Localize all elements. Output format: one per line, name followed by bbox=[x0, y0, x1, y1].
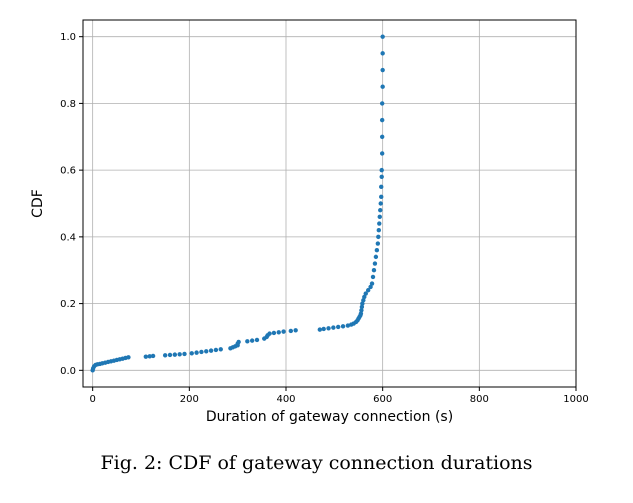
cdf-point bbox=[172, 352, 178, 357]
cdf-point bbox=[218, 347, 223, 352]
cdf-point bbox=[379, 194, 384, 200]
cdf-point bbox=[379, 184, 384, 190]
cdf-point bbox=[365, 288, 371, 293]
cdf-point bbox=[362, 294, 367, 300]
cdf-point bbox=[377, 214, 382, 220]
cdf-point bbox=[126, 355, 131, 360]
cdf-point bbox=[143, 354, 149, 359]
axis-ticks: 0 200 400 600 800 1000 0.0 0.2 0.4 0.6 0.8 1.0 bbox=[60, 32, 589, 405]
cdf-point bbox=[379, 117, 385, 123]
cdf-point bbox=[358, 311, 364, 316]
cdf-point bbox=[380, 51, 385, 56]
x-tick-label: 800 bbox=[470, 394, 489, 405]
plot-frame bbox=[82, 19, 577, 388]
cdf-point bbox=[167, 352, 173, 358]
cdf-point bbox=[336, 324, 341, 330]
cdf-point bbox=[317, 327, 323, 332]
cdf-point bbox=[321, 326, 326, 332]
y-tick-label: 0.2 bbox=[60, 299, 76, 310]
cdf-point bbox=[271, 330, 277, 336]
y-tick-label: 0.4 bbox=[60, 232, 76, 243]
cdf-point bbox=[370, 274, 376, 280]
cdf-point bbox=[379, 101, 385, 106]
cdf-point bbox=[380, 84, 385, 89]
x-tick-label: 0 bbox=[89, 394, 95, 405]
cdf-point bbox=[326, 326, 331, 331]
cdf-point bbox=[267, 331, 272, 336]
cdf-point bbox=[194, 350, 199, 355]
cdf-point bbox=[375, 241, 381, 246]
cdf-point bbox=[359, 304, 365, 310]
cdf-point bbox=[360, 301, 365, 306]
y-tick-label: 0.6 bbox=[60, 166, 76, 177]
cdf-point bbox=[177, 352, 182, 357]
cdf-point bbox=[293, 328, 298, 333]
cdf-point bbox=[276, 330, 281, 335]
cdf-point bbox=[245, 339, 250, 344]
cdf-point bbox=[331, 325, 336, 330]
cdf-chart: 0 200 400 600 800 1000 0.0 0.2 0.4 0.6 0.8 1.0 Dura… bbox=[30, 19, 589, 425]
y-axis-label: CDF bbox=[30, 189, 46, 218]
y-tick-label: 0.0 bbox=[60, 366, 76, 377]
cdf-point bbox=[368, 284, 373, 290]
cdf-point bbox=[374, 248, 380, 253]
cdf-point bbox=[359, 308, 364, 313]
cdf-point bbox=[376, 227, 381, 233]
cdf-point bbox=[249, 338, 255, 343]
cdf-point bbox=[380, 67, 385, 73]
x-tick-label: 400 bbox=[276, 394, 295, 405]
grid-lines bbox=[83, 20, 577, 387]
cdf-point bbox=[377, 221, 382, 226]
cdf-point bbox=[369, 281, 375, 286]
cdf-point bbox=[199, 349, 204, 355]
cdf-point bbox=[340, 324, 346, 329]
cdf-point bbox=[372, 261, 378, 266]
cdf-point bbox=[378, 201, 383, 206]
x-tick-label: 200 bbox=[180, 394, 199, 405]
cdf-point bbox=[363, 291, 368, 296]
cdf-point bbox=[379, 174, 384, 180]
cdf-point bbox=[380, 34, 385, 39]
cdf-point bbox=[204, 349, 209, 354]
cdf-point bbox=[361, 298, 366, 303]
cdf-point bbox=[208, 348, 214, 353]
cdf-point bbox=[371, 268, 377, 273]
figure-caption: Fig. 2: CDF of gateway connection durati… bbox=[100, 452, 533, 474]
cdf-point bbox=[379, 167, 384, 173]
cdf-point bbox=[379, 134, 385, 139]
cdf-point bbox=[373, 254, 379, 260]
cdf-point bbox=[288, 328, 294, 334]
y-tick-label: 0.8 bbox=[60, 99, 76, 110]
cdf-point bbox=[150, 353, 156, 359]
cdf-point bbox=[189, 351, 194, 356]
cdf-point bbox=[162, 353, 168, 358]
cdf-point bbox=[147, 354, 152, 359]
x-axis-label: Duration of gateway connection (s) bbox=[206, 409, 453, 425]
cdf-point bbox=[254, 337, 260, 343]
cdf-point bbox=[213, 347, 219, 353]
cdf-point bbox=[379, 151, 385, 156]
cdf-point bbox=[182, 351, 187, 357]
cdf-point bbox=[236, 339, 241, 345]
y-tick-label: 1.0 bbox=[60, 32, 76, 43]
data-points bbox=[90, 34, 385, 373]
x-tick-label: 1000 bbox=[563, 394, 588, 405]
cdf-point bbox=[376, 234, 381, 240]
x-tick-label: 600 bbox=[373, 394, 392, 405]
cdf-point bbox=[378, 207, 383, 213]
cdf-point bbox=[345, 323, 351, 328]
cdf-point bbox=[281, 329, 286, 334]
